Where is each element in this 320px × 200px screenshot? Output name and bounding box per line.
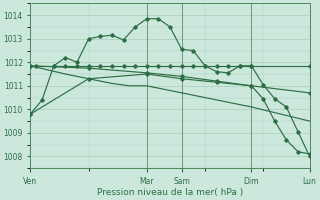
X-axis label: Pression niveau de la mer( hPa ): Pression niveau de la mer( hPa ): [97, 188, 243, 197]
